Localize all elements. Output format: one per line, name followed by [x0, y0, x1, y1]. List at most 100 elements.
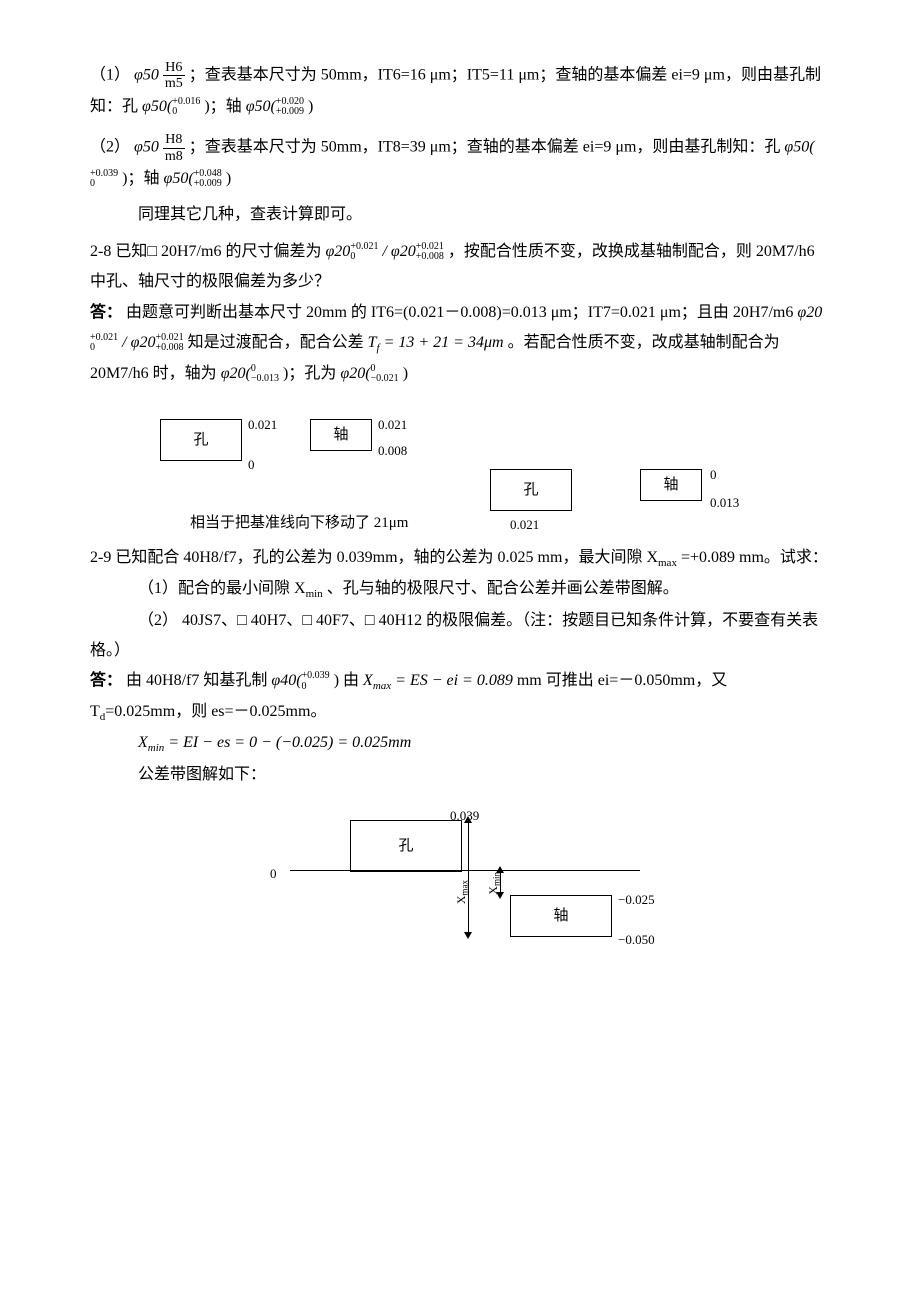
p2-frac: H8 m8 [163, 132, 185, 164]
p2-phi: φ [134, 139, 143, 156]
q29-lo: 0 [302, 682, 330, 693]
d1-0a: 0 [248, 453, 255, 478]
d2-n025: −0.025 [618, 888, 655, 913]
q28-f1b: φ20 [391, 243, 416, 260]
p2-den: m8 [163, 149, 185, 164]
p1-hole: φ50( [142, 98, 172, 115]
d1-021b: 0.021 [378, 413, 407, 438]
q28-f1a-tol: +0.0210 [350, 242, 378, 263]
q28-f1lo: 0 [350, 252, 378, 263]
diagram-1: 孔 0.021 0 轴 0.021 0.008 孔 0.021 轴 0 0.01… [90, 409, 830, 539]
p2-mid: )；轴 [122, 170, 159, 187]
q28-ans2: 知是过渡配合，配合公差 [188, 334, 364, 351]
p1-frac: H6 m5 [163, 60, 185, 92]
p1-end: ) [308, 98, 313, 115]
d2-xmax-dn [464, 932, 472, 939]
q28-f1lo2: 0 [90, 343, 118, 354]
q29-t2: =+0.089 mm。试求： [677, 549, 828, 566]
p1-mid: )；轴 [204, 98, 241, 115]
d2-hole: 孔 [350, 820, 462, 872]
d1-021a: 0.021 [248, 413, 277, 438]
d1-hole2: 孔 [490, 469, 572, 511]
p1-text1: ；查表基本尺寸为 50mm，IT6=16 μm；IT5=11 μm；查轴的基本偏… [90, 67, 821, 115]
q28-title: 2-8 已知□ 20H7/m6 的尺寸偏差为 φ20+0.0210 / φ20+… [90, 237, 830, 298]
d2-n050: −0.050 [618, 928, 655, 953]
p2-shaft: φ50( [163, 170, 193, 187]
d2-shaft: 轴 [510, 895, 612, 937]
d1-008: 0.008 [378, 439, 407, 464]
q29-t1: 2-9 已知配合 40H8/f7，孔的公差为 0.039mm，轴的公差为 0.0… [90, 549, 658, 566]
d1-shaft1: 轴 [310, 419, 372, 451]
p1-hole-tol: +0.0160 [172, 97, 200, 118]
d1-hole1: 孔 [160, 419, 242, 461]
d1-021c: 0.021 [510, 513, 539, 538]
q29-a4: =0.025mm，则 es=－0.025mm。 [105, 703, 326, 720]
q28-f1a: φ20 [325, 243, 350, 260]
p2-hole-tol: +0.0390 [90, 169, 118, 190]
q28-shaft: φ20( [221, 365, 251, 382]
d2-xmax: Xmax [450, 880, 473, 904]
q28-f1b-tol2: +0.021+0.008 [155, 333, 183, 354]
para-3: 同理其它几种，查表计算即可。 [90, 200, 830, 230]
q28-shaft-tol: 0−0.013 [251, 364, 279, 385]
p2-shaft-tol: +0.048+0.009 [194, 169, 222, 190]
p1-prefix: （1） [90, 67, 130, 84]
q29-li1b: 、孔与轴的极限尺寸、配合公差并画公差带图解。 [323, 580, 679, 597]
p1-hole-lo: 0 [172, 107, 200, 118]
p2-text1: ；查表基本尺寸为 50mm，IT8=39 μm；查轴的基本偏差 ei=9 μm，… [189, 139, 781, 156]
q28-f1a2: φ20 [797, 304, 822, 321]
q29-title: 2-9 已知配合 40H8/f7，孔的公差为 0.039mm，轴的公差为 0.0… [90, 543, 830, 574]
q28-mid: )；孔为 [283, 365, 336, 382]
d2-zero: 0 [270, 862, 277, 887]
q28-f1b-tol: +0.021+0.008 [416, 242, 444, 263]
p1-shaft-lo: +0.009 [276, 107, 304, 118]
q28-t1: 2-8 已知□ 20H7/m6 的尺寸偏差为 [90, 243, 321, 260]
q29-xmin: Xmin = EI − es = 0 − (−0.025) = 0.025mm [90, 728, 830, 759]
p2-hole: φ50( [784, 139, 814, 156]
p1-shaft: φ50( [246, 98, 276, 115]
q28-answer: 答： 由题意可判断出基本尺寸 20mm 的 IT6=(0.021－0.008)=… [90, 298, 830, 390]
d1-0b: 0 [710, 463, 717, 488]
p2-shaft-lo: +0.009 [194, 179, 222, 190]
p2-end: ) [226, 170, 231, 187]
d2-zero-line [290, 870, 640, 871]
p2-size: 50 [143, 139, 159, 156]
q28-f1a-tol2: +0.0210 [90, 333, 118, 354]
q29-phi: φ40( [271, 672, 301, 689]
d2-xmax-up [464, 816, 472, 823]
q29-tol: +0.0390 [302, 671, 330, 692]
q29-min: min [306, 589, 323, 601]
p1-den: m5 [163, 76, 185, 91]
q28-f1blo2: +0.008 [155, 343, 183, 354]
q28-f1blo: +0.008 [416, 252, 444, 263]
q29-a5: 公差带图解如下： [90, 760, 830, 790]
q29-a2: ) 由 [334, 672, 363, 689]
q29-answer: 答： 由 40H8/f7 知基孔制 φ40(+0.0390 ) 由 Xmax =… [90, 666, 830, 728]
q28-slash: / [382, 243, 390, 260]
q29-li1a: （1）配合的最小间隙 X [138, 580, 306, 597]
p2-prefix: （2） [90, 139, 130, 156]
q28-f1b2: φ20 [131, 334, 156, 351]
d1-shaft2: 轴 [640, 469, 702, 501]
p1-num: H6 [163, 60, 185, 76]
para-2: （2） φ50 H8 m8 ；查表基本尺寸为 50mm，IT8=39 μm；查轴… [90, 132, 830, 194]
q28-ans-label: 答： [90, 304, 122, 321]
diagram-2: 0 孔 0.039 轴 −0.025 −0.050 Xmax Xmin [250, 800, 670, 970]
q28-slash2: / [122, 334, 130, 351]
p2-num: H8 [163, 132, 185, 148]
q28-hole-lo: −0.021 [371, 374, 399, 385]
q29-li2: （2） 40JS7、□ 40H7、□ 40F7、□ 40H12 的极限偏差。（注… [90, 606, 830, 667]
d1-note: 相当于把基准线向下移动了 21μm [190, 509, 408, 538]
q28-hole-tol: 0−0.021 [371, 364, 399, 385]
q29-li1: （1）配合的最小间隙 Xmin 、孔与轴的极限尺寸、配合公差并画公差带图解。 [90, 574, 830, 605]
q29-a1: 由 40H8/f7 知基孔制 [126, 672, 267, 689]
q28-ans1: 由题意可判断出基本尺寸 20mm 的 IT6=(0.021－0.008)=0.0… [126, 304, 797, 321]
d2-xmax-line [468, 820, 469, 935]
q29-ans-label: 答： [90, 672, 122, 689]
p1-shaft-tol: +0.020+0.009 [276, 97, 304, 118]
p1-size: 50 [143, 67, 159, 84]
q28-shaft-lo: −0.013 [251, 374, 279, 385]
p2-hole-lo: 0 [90, 179, 118, 190]
q29-max: max [658, 558, 677, 570]
p1-phi: φ [134, 67, 143, 84]
